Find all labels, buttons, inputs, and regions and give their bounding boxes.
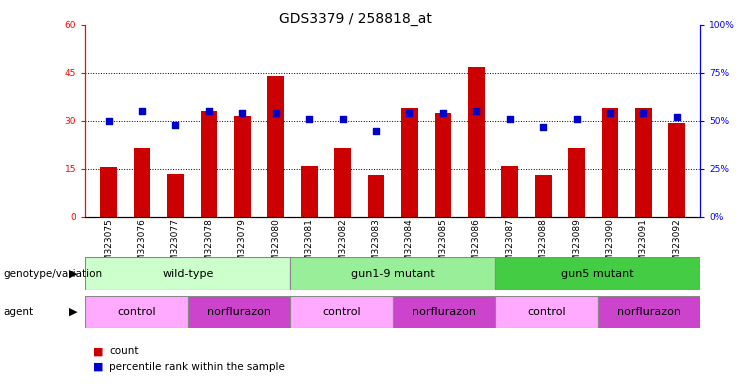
- Text: count: count: [109, 346, 139, 356]
- Bar: [290, 296, 393, 328]
- Bar: [568, 148, 585, 217]
- Bar: [401, 108, 418, 217]
- Point: [537, 124, 549, 130]
- Point: [303, 116, 315, 122]
- Point: [671, 114, 682, 120]
- Point: [336, 116, 348, 122]
- Text: norflurazon: norflurazon: [412, 307, 476, 317]
- Point: [504, 116, 516, 122]
- Bar: [167, 174, 184, 217]
- Point: [370, 127, 382, 134]
- Text: wild-type: wild-type: [162, 268, 213, 279]
- Text: genotype/variation: genotype/variation: [4, 268, 103, 279]
- Text: ■: ■: [93, 362, 103, 372]
- Point: [236, 110, 248, 116]
- Point: [170, 122, 182, 128]
- Text: control: control: [117, 307, 156, 317]
- Bar: [535, 175, 551, 217]
- Text: GDS3379 / 258818_at: GDS3379 / 258818_at: [279, 12, 432, 25]
- Bar: [290, 257, 495, 290]
- Text: gun5 mutant: gun5 mutant: [562, 268, 634, 279]
- Text: ■: ■: [93, 346, 103, 356]
- Point: [604, 110, 616, 116]
- Bar: [434, 113, 451, 217]
- Text: ▶: ▶: [70, 268, 78, 279]
- Bar: [598, 296, 700, 328]
- Bar: [301, 166, 318, 217]
- Point: [471, 108, 482, 114]
- Bar: [234, 116, 250, 217]
- Bar: [85, 257, 290, 290]
- Point: [571, 116, 582, 122]
- Bar: [85, 296, 187, 328]
- Text: gun1-9 mutant: gun1-9 mutant: [350, 268, 435, 279]
- Text: agent: agent: [4, 307, 34, 317]
- Bar: [100, 167, 117, 217]
- Bar: [468, 66, 485, 217]
- Point: [103, 118, 115, 124]
- Point: [136, 108, 148, 114]
- Bar: [133, 148, 150, 217]
- Text: percentile rank within the sample: percentile rank within the sample: [109, 362, 285, 372]
- Point: [404, 110, 416, 116]
- Bar: [393, 296, 495, 328]
- Bar: [334, 148, 351, 217]
- Bar: [495, 257, 700, 290]
- Bar: [201, 111, 217, 217]
- Point: [270, 110, 282, 116]
- Bar: [635, 108, 652, 217]
- Text: norflurazon: norflurazon: [617, 307, 681, 317]
- Bar: [668, 122, 685, 217]
- Point: [637, 110, 649, 116]
- Bar: [602, 108, 618, 217]
- Bar: [495, 296, 598, 328]
- Point: [203, 108, 215, 114]
- Text: control: control: [527, 307, 566, 317]
- Point: [437, 110, 449, 116]
- Text: control: control: [322, 307, 361, 317]
- Text: norflurazon: norflurazon: [207, 307, 271, 317]
- Bar: [368, 175, 385, 217]
- Text: ▶: ▶: [70, 307, 78, 317]
- Bar: [268, 76, 284, 217]
- Bar: [187, 296, 290, 328]
- Bar: [502, 166, 518, 217]
